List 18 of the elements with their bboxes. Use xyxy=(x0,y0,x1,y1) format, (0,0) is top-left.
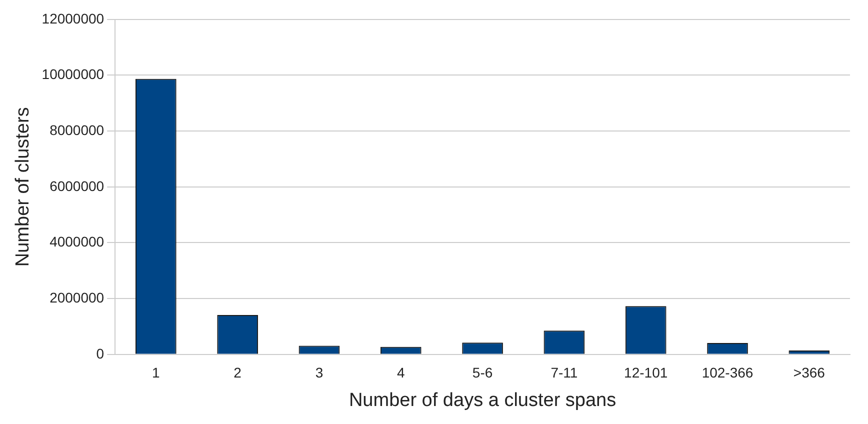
y-tick-label: 2000000 xyxy=(50,289,104,306)
y-tick-label: 6000000 xyxy=(50,178,104,194)
x-tick-label: >366 xyxy=(793,364,826,381)
x-tick-label: 2 xyxy=(234,364,242,381)
x-tick-label: 3 xyxy=(315,364,324,381)
x-tick-label: 12-101 xyxy=(624,364,668,381)
y-tick-label: 12000000 xyxy=(42,10,104,26)
x-axis-title: Number of days a cluster spans xyxy=(348,390,616,411)
y-axis-title: Number of clusters xyxy=(12,107,34,267)
y-tick-label: 0 xyxy=(96,345,104,362)
y-tick-label: 4000000 xyxy=(50,234,104,250)
y-tick-label: 10000000 xyxy=(42,66,104,82)
x-tick-label: 102-366 xyxy=(702,364,754,381)
x-tick-label: 4 xyxy=(396,364,405,381)
y-tick-label: 8000000 xyxy=(50,122,104,138)
x-tick-label: 5-6 xyxy=(472,364,493,381)
x-tick-label: 1 xyxy=(152,364,160,381)
x-tick-label: 7-11 xyxy=(550,364,578,381)
